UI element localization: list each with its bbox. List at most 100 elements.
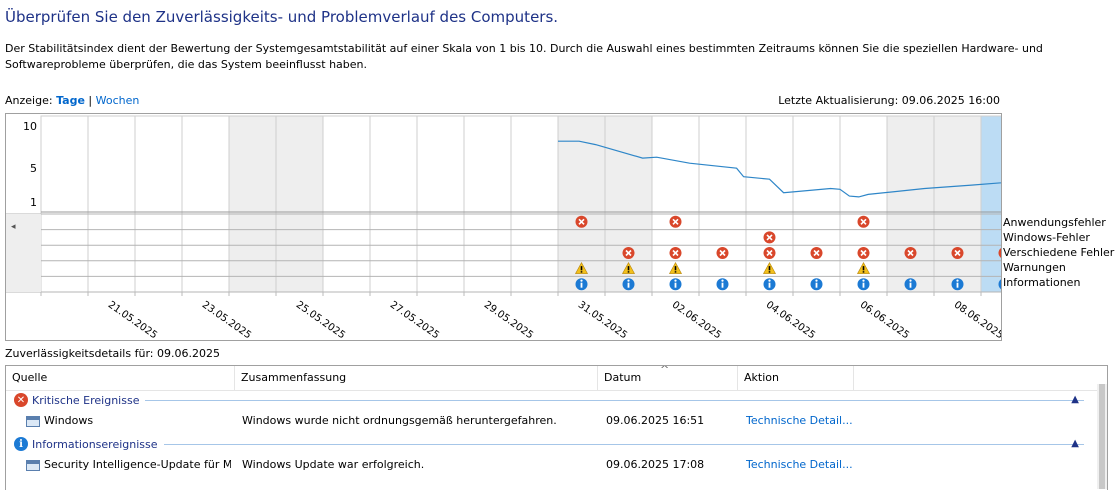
y-tick-label: 1 xyxy=(30,196,37,209)
group-divider xyxy=(145,399,1084,401)
info-event-dot xyxy=(721,279,724,282)
group-information-events[interactable]: i Informationsereignisse xyxy=(14,435,1084,453)
x-tick-label: 27.05.2025 xyxy=(388,299,441,340)
legend-warnings: Warnungen xyxy=(1003,261,1066,274)
x-tick-label: 23.05.2025 xyxy=(200,299,253,340)
info-event-dot xyxy=(815,279,818,282)
x-tick-label: 06.06.2025 xyxy=(858,299,911,340)
day-column[interactable] xyxy=(369,115,418,293)
info-event-mark xyxy=(721,282,724,288)
column-header-summary[interactable]: Zusammenfassung xyxy=(235,366,598,390)
info-event-dot xyxy=(909,279,912,282)
details-table: Quelle Zusammenfassung Datum ^ Aktion ✕ K… xyxy=(5,365,1108,490)
warning-event-mark xyxy=(862,266,865,271)
cell-date: 09.06.2025 16:51 xyxy=(606,414,705,427)
info-event-dot xyxy=(674,279,677,282)
column-header-source[interactable]: Quelle xyxy=(6,366,235,390)
warning-event-dot xyxy=(862,271,865,273)
info-event-dot xyxy=(956,279,959,282)
application-icon xyxy=(26,459,40,471)
sort-indicator-icon: ^ xyxy=(660,365,670,376)
reliability-chart-svg: 1051◂▸21.05.202523.05.202525.05.202527.0… xyxy=(6,115,1037,341)
x-tick-label: 21.05.2025 xyxy=(106,299,159,340)
x-tick-label: 25.05.2025 xyxy=(294,299,347,340)
last-update-text: Letzte Aktualisierung: 09.06.2025 16:00 xyxy=(778,94,1000,107)
day-column[interactable] xyxy=(886,115,935,293)
group-divider xyxy=(163,443,1084,445)
day-column[interactable] xyxy=(463,115,512,293)
cell-source: Security Intelligence-Update für M... xyxy=(26,455,231,475)
info-event-mark xyxy=(909,282,912,288)
warning-event-mark xyxy=(580,266,583,271)
warning-event-dot xyxy=(627,271,630,273)
page-title: Überprüfen Sie den Zuverlässigkeits- und… xyxy=(5,8,559,26)
cell-source: Windows xyxy=(26,411,231,431)
cell-summary: Windows wurde nicht ordnungsgemäß herunt… xyxy=(242,414,557,427)
left-arrow-icon[interactable]: ◂ xyxy=(11,222,16,232)
scrollbar-thumb[interactable] xyxy=(1099,384,1105,489)
technical-details-link[interactable]: Technische Detail... xyxy=(746,458,853,471)
warning-event-mark xyxy=(674,266,677,271)
table-header: Quelle Zusammenfassung Datum ^ Aktion xyxy=(6,366,1107,391)
info-event-dot xyxy=(580,279,583,282)
x-tick-label: 02.06.2025 xyxy=(670,299,723,340)
warning-event-mark xyxy=(768,266,771,271)
reliability-chart[interactable]: 1051◂▸21.05.202523.05.202525.05.202527.0… xyxy=(5,113,1037,341)
day-column[interactable] xyxy=(980,115,1029,293)
info-event-mark xyxy=(674,282,677,288)
view-label: Anzeige: xyxy=(5,94,53,107)
collapse-critical-icon[interactable]: ▲ xyxy=(1071,394,1079,405)
day-column[interactable] xyxy=(416,115,465,293)
cell-source-text: Windows xyxy=(44,414,94,427)
day-column[interactable] xyxy=(651,115,700,293)
details-label: Zuverlässigkeitsdetails für: 09.06.2025 xyxy=(5,347,220,360)
vertical-scrollbar[interactable] xyxy=(1097,384,1107,489)
error-event-mark xyxy=(625,249,632,257)
day-column[interactable] xyxy=(181,115,230,293)
legend-application-errors: Anwendungsfehler xyxy=(1003,216,1106,229)
group-critical-events-label: Kritische Ereignisse xyxy=(32,393,140,407)
technical-details-link[interactable]: Technische Detail... xyxy=(746,414,853,427)
error-event-mark xyxy=(766,249,773,257)
x-tick-label: 08.06.2025 xyxy=(952,299,1001,340)
info-event-mark xyxy=(627,282,630,288)
day-column[interactable] xyxy=(792,115,841,293)
table-row[interactable]: Security Intelligence-Update für M... Wi… xyxy=(6,455,1107,475)
day-column[interactable] xyxy=(698,115,747,293)
x-tick-label: 29.05.2025 xyxy=(482,299,535,340)
error-event-mark xyxy=(578,218,585,225)
day-column[interactable] xyxy=(87,115,136,293)
legend-misc-errors: Verschiedene Fehler xyxy=(1003,246,1115,259)
day-column[interactable] xyxy=(40,115,89,293)
stability-index-line xyxy=(558,140,1026,198)
group-information-events-label: Informationsereignisse xyxy=(32,437,158,451)
info-event-dot xyxy=(862,279,865,282)
day-column[interactable] xyxy=(322,115,371,293)
error-event-mark xyxy=(860,249,867,257)
page-description: Der Stabilitätsindex dient der Bewertung… xyxy=(5,42,1043,71)
column-header-date[interactable]: Datum ^ xyxy=(598,366,738,390)
day-column[interactable] xyxy=(510,115,559,293)
column-header-action[interactable]: Aktion xyxy=(738,366,854,390)
view-weeks-link[interactable]: Wochen xyxy=(95,94,140,107)
column-header-date-label: Datum xyxy=(604,371,642,384)
error-icon: ✕ xyxy=(14,393,28,407)
warning-event-dot xyxy=(580,271,583,273)
warning-event-mark xyxy=(627,266,630,271)
collapse-information-icon[interactable]: ▲ xyxy=(1071,438,1079,449)
info-event-mark xyxy=(580,282,583,288)
day-column[interactable] xyxy=(275,115,324,293)
info-event-mark xyxy=(768,282,771,288)
group-critical-events[interactable]: ✕ Kritische Ereignisse xyxy=(14,391,1084,409)
warning-event-dot xyxy=(674,271,677,273)
table-row[interactable]: Windows Windows wurde nicht ordnungsgemä… xyxy=(6,411,1107,431)
application-icon xyxy=(26,415,40,427)
error-event-mark xyxy=(672,218,679,225)
day-column[interactable] xyxy=(134,115,183,293)
info-event-dot xyxy=(768,279,771,282)
day-column[interactable] xyxy=(933,115,982,293)
day-column[interactable] xyxy=(228,115,277,293)
error-event-mark xyxy=(954,249,961,257)
view-days-link[interactable]: Tage xyxy=(56,94,85,107)
error-event-mark xyxy=(860,218,867,225)
